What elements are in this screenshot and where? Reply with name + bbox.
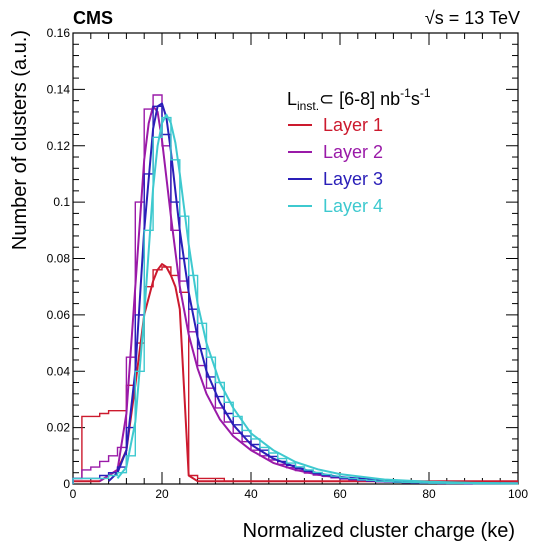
y-tick-label: 0.08 (47, 252, 71, 266)
series-4 (72, 113, 519, 485)
lumi-unit-s: s (411, 89, 420, 109)
lumi-exp-1: -1 (400, 86, 411, 100)
experiment-label: CMS (73, 8, 113, 28)
energy-label: √s = 13 TeV (425, 8, 520, 28)
y-tick-label: 0 (63, 477, 70, 491)
fit-curve-series-2 (99, 105, 519, 485)
lumi-range: ⊂ [6-8] nb (319, 89, 400, 109)
fit-curve-series-3 (107, 102, 519, 485)
lumi-exp-2: -1 (420, 86, 431, 100)
plot-area (72, 94, 519, 485)
legend-entry: Layer 4 (288, 196, 383, 216)
sqrt-symbol: √ (425, 8, 435, 28)
x-tick-label: 20 (155, 487, 169, 501)
x-tick-label: 0 (70, 487, 77, 501)
legend-label: Layer 1 (323, 115, 383, 135)
y-tick-label: 0.12 (47, 139, 71, 153)
legend-entry: Layer 2 (288, 142, 383, 162)
series-3 (72, 102, 519, 485)
y-tick-label: 0.14 (47, 82, 71, 96)
x-tick-label: 40 (244, 487, 258, 501)
y-tick-label: 0.1 (53, 195, 70, 209)
energy-value: s = 13 TeV (435, 8, 520, 28)
x-tick-label: 80 (422, 487, 436, 501)
legend-label: Layer 2 (323, 142, 383, 162)
y-tick-label: 0.02 (47, 421, 71, 435)
legend-label: Layer 4 (323, 196, 383, 216)
x-axis-title: Normalized cluster charge (ke) (243, 520, 515, 542)
lumi-symbol: L (287, 89, 297, 109)
fit-curve-series-1 (73, 263, 518, 483)
axis-ticks (72, 32, 519, 485)
y-tick-label: 0.06 (47, 308, 71, 322)
tick-labels: 0 20 40 60 80 100 0 0.02 0.04 0.06 0.08 0.1 0.12 0.14… (47, 26, 529, 501)
histogram-series-4 (72, 116, 518, 485)
lumi-subscript: inst. (297, 99, 319, 113)
legend-label: Layer 3 (323, 169, 383, 189)
legend-entry: Layer 3 (288, 169, 383, 189)
legend-entry: Layer 1 (288, 115, 383, 135)
y-tick-label: 0.16 (47, 26, 71, 40)
y-tick-label: 0.04 (47, 364, 71, 378)
y-axis-title: Number of clusters (a.u.) (9, 30, 31, 250)
x-tick-label: 60 (333, 487, 347, 501)
x-tick-label: 100 (508, 487, 528, 501)
legend-header: Linst.⊂ [6-8] nb-1s-1 (287, 86, 431, 113)
fit-curve-series-4 (116, 113, 519, 485)
